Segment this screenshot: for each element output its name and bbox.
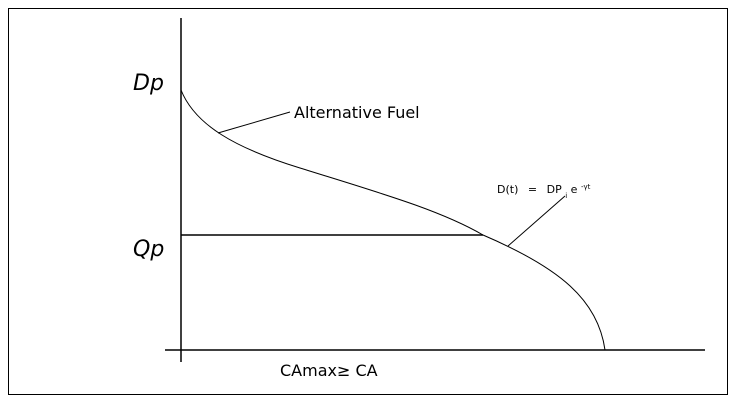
formula-base: DP [547, 183, 562, 196]
leader-line [507, 195, 566, 247]
leader-line [217, 111, 291, 134]
x-label: CAmax≥ CA [280, 361, 378, 380]
formula-exp-base: e [571, 183, 578, 196]
formula-superscript: -γt [581, 183, 591, 191]
formula-eq: = [528, 183, 537, 196]
formula-lhs: D(t) [497, 183, 518, 196]
dp-label: Dp [133, 71, 164, 96]
qp-label: Qp [133, 237, 164, 262]
formula: D(t) = DP i e -γt [497, 183, 591, 201]
frame [8, 8, 728, 395]
curve-label: Alternative Fuel [294, 103, 420, 122]
formula-subscript: i [565, 192, 567, 200]
demand-curve [180, 89, 606, 351]
